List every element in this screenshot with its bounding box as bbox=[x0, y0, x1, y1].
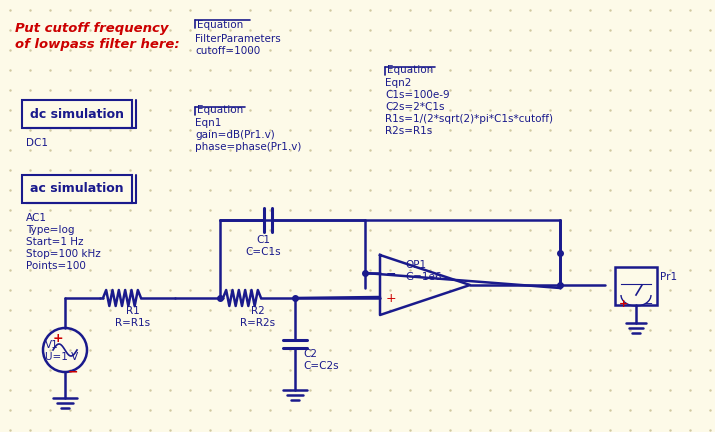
Text: +: + bbox=[618, 299, 628, 309]
Text: −: − bbox=[386, 267, 397, 280]
Text: phase=phase(Pr1.v): phase=phase(Pr1.v) bbox=[195, 142, 302, 152]
Text: +: + bbox=[386, 292, 397, 305]
Text: Stop=100 kHz: Stop=100 kHz bbox=[26, 249, 101, 259]
Text: −: − bbox=[644, 299, 654, 309]
Bar bbox=[615, 267, 657, 305]
Text: Start=1 Hz: Start=1 Hz bbox=[26, 237, 84, 247]
Text: cutoff=1000: cutoff=1000 bbox=[195, 46, 260, 56]
Text: R=R2s: R=R2s bbox=[240, 318, 275, 328]
Text: FilterParameters: FilterParameters bbox=[195, 34, 281, 44]
Text: G=1e6: G=1e6 bbox=[405, 272, 441, 282]
Text: DC1: DC1 bbox=[26, 138, 48, 148]
Text: Equation: Equation bbox=[197, 105, 243, 115]
Text: dc simulation: dc simulation bbox=[30, 108, 124, 121]
Text: Points=100: Points=100 bbox=[26, 261, 86, 271]
Text: Type=log: Type=log bbox=[26, 225, 74, 235]
FancyBboxPatch shape bbox=[22, 175, 132, 203]
Text: R2s=R1s: R2s=R1s bbox=[385, 126, 433, 136]
Text: gain=dB(Pr1.v): gain=dB(Pr1.v) bbox=[195, 130, 275, 140]
FancyBboxPatch shape bbox=[22, 100, 132, 128]
Text: R1: R1 bbox=[126, 306, 139, 316]
Text: +: + bbox=[53, 332, 64, 345]
Text: Pr1: Pr1 bbox=[660, 272, 677, 282]
Text: AC1: AC1 bbox=[26, 213, 47, 223]
Text: C1: C1 bbox=[257, 235, 270, 245]
Text: ac simulation: ac simulation bbox=[30, 182, 124, 196]
Text: Equation: Equation bbox=[197, 20, 243, 30]
Text: R1s=1/(2*sqrt(2)*pi*C1s*cutoff): R1s=1/(2*sqrt(2)*pi*C1s*cutoff) bbox=[385, 114, 553, 124]
Text: of lowpass filter here:: of lowpass filter here: bbox=[15, 38, 179, 51]
Text: −: − bbox=[68, 366, 78, 379]
Text: Put cutoff frequency: Put cutoff frequency bbox=[15, 22, 169, 35]
Text: U=1 V: U=1 V bbox=[45, 352, 78, 362]
Text: Eqn1: Eqn1 bbox=[195, 118, 222, 128]
Text: C2s=2*C1s: C2s=2*C1s bbox=[385, 102, 445, 112]
Text: R2: R2 bbox=[251, 306, 265, 316]
Text: C=C1s: C=C1s bbox=[246, 247, 281, 257]
Text: C2: C2 bbox=[303, 349, 317, 359]
Text: V1: V1 bbox=[45, 340, 59, 350]
Text: C1s=100e-9: C1s=100e-9 bbox=[385, 90, 450, 100]
Text: OP1: OP1 bbox=[405, 260, 426, 270]
Text: R=R1s: R=R1s bbox=[115, 318, 150, 328]
Text: Equation: Equation bbox=[387, 65, 433, 75]
Text: C=C2s: C=C2s bbox=[303, 361, 339, 371]
Text: Eqn2: Eqn2 bbox=[385, 78, 411, 88]
